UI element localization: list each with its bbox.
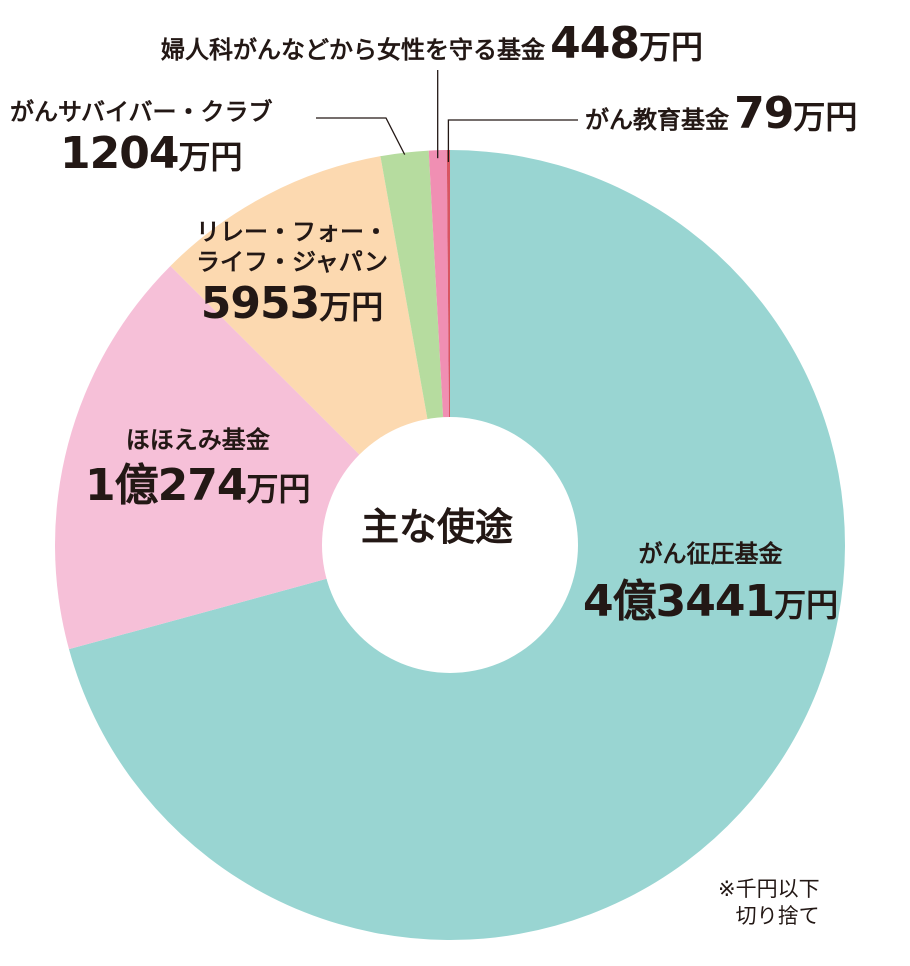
slice-name: 婦人科がんなどから女性を守る基金 [161,36,545,64]
footnote-line-2: 切り捨て [735,904,820,929]
slice-amount: 1億274万円 [85,460,311,511]
slice-label-cancer-control: がん征圧基金 4億3441万円 [583,542,838,624]
leader-line-survivor-club [316,117,406,155]
slice-name-line-2: ライフ・ジャパン [196,248,388,276]
donut-hole [322,417,578,673]
slice-label-hohoemi: ほほえみ基金 1億274万円 [85,428,310,508]
leader-line-cancer-education [447,119,578,163]
slice-label-gynecologic: 婦人科がんなどから女性を守る基金 448万円 [161,22,703,66]
slice-amount: 448万円 [550,18,703,69]
slice-label-survivor-club: がんサバイバー・クラブ 1204万円 [10,100,273,176]
slice-name-line-1: リレー・フォー・ [196,218,388,246]
slice-name: がん征圧基金 [638,540,783,568]
slice-label-cancer-education: がん教育基金 79万円 [585,92,857,136]
slice-amount: 4億3441万円 [583,576,839,627]
slice-amount: 79万円 [734,88,858,139]
chart-title: 主な使途 [361,505,514,549]
slice-amount: 1204万円 [60,128,243,179]
footnote: ※千円以下 切り捨て [718,876,820,931]
slice-name: ほほえみ基金 [125,426,270,454]
footnote-line-1: ※千円以下 [718,877,820,901]
slice-amount: 5953万円 [200,278,384,329]
slice-name: がんサバイバー・クラブ [10,98,273,126]
slice-name: がん教育基金 [585,106,729,134]
slice-label-relay-for-life: リレー・フォー・ ライフ・ジャパン 5953万円 [196,220,388,326]
